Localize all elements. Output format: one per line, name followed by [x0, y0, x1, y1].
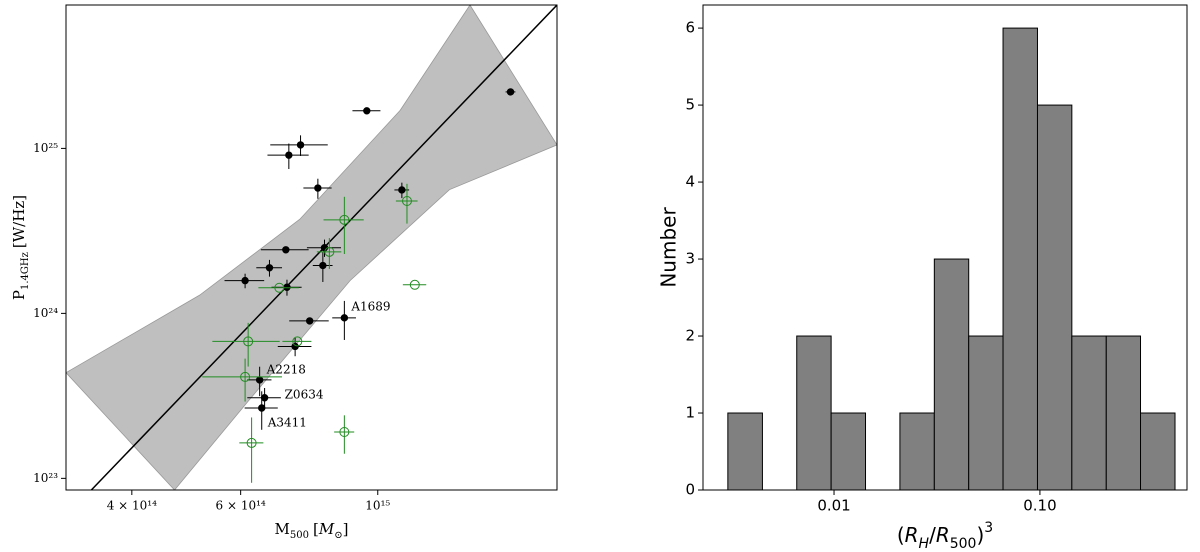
- x-label-part: /: [929, 523, 936, 547]
- bar: [1002, 27, 1038, 490]
- bar: [727, 412, 763, 490]
- y-tick-label: 10²³: [33, 471, 58, 485]
- y-tick-label: 10²⁵: [33, 141, 58, 155]
- point: [339, 214, 350, 225]
- x-tick-label: 4 × 10¹⁴: [107, 499, 157, 513]
- y-label-part: P: [10, 290, 28, 300]
- point: [292, 336, 303, 347]
- x-label-part: [: [313, 520, 319, 538]
- bar: [899, 412, 935, 490]
- axes-frame: [65, 4, 558, 491]
- point: [401, 195, 412, 206]
- point: [243, 336, 254, 347]
- point: [255, 376, 264, 384]
- point: [398, 186, 406, 194]
- x-label-part: ): [976, 523, 984, 547]
- x-label-part: M: [275, 520, 290, 538]
- point: [240, 371, 251, 382]
- bar: [1105, 335, 1142, 490]
- x-label-part: 500: [950, 536, 977, 552]
- annotation: A1689: [350, 299, 390, 313]
- x-axis-label: (RH/R500)3: [897, 520, 993, 552]
- y-tick-label: 2: [685, 327, 695, 345]
- point: [340, 314, 349, 322]
- plot-area: [66, 5, 557, 490]
- point: [363, 107, 371, 115]
- point: [296, 141, 305, 149]
- plot-area: [727, 27, 1176, 490]
- x-tick-label: 0.01: [817, 497, 850, 515]
- annotation: A2218: [266, 362, 306, 376]
- point: [246, 437, 257, 448]
- point: [258, 404, 266, 412]
- bar: [796, 335, 832, 490]
- point: [282, 246, 290, 254]
- bar: [1036, 104, 1073, 490]
- y-axis-label: P1.4GHz [W/Hz]: [10, 195, 31, 300]
- annotation: Z0634: [285, 387, 324, 401]
- y-tick-label: 10²⁴: [33, 306, 58, 320]
- x-label-part: ⊙: [334, 530, 342, 541]
- point: [324, 246, 335, 257]
- x-axis-label: M500 [M⊙]: [275, 520, 349, 541]
- y-label-part: [W/Hz]: [10, 195, 28, 248]
- y-tick-label: 4: [685, 173, 695, 191]
- x-label-part: (: [897, 523, 905, 547]
- x-tick-label: 0.10: [1023, 497, 1056, 515]
- x-label-part: 3: [984, 520, 993, 536]
- y-tick-label: 6: [685, 19, 695, 37]
- y-tick-label: 0: [685, 481, 695, 499]
- x-label-part: M: [318, 520, 335, 538]
- point: [506, 88, 515, 96]
- y-axis-label: Number: [657, 207, 681, 288]
- bar: [830, 412, 867, 490]
- x-label-part: 500: [290, 530, 309, 541]
- y-tick-label: 1: [685, 404, 695, 422]
- x-tick-label: 6 × 10¹⁴: [216, 499, 266, 513]
- x-label-part: R: [905, 523, 919, 547]
- scatter-panel: 4 × 10¹⁴ 6 × 10¹⁴ 10¹⁵ 10²³ 10²⁴ 10²⁵ A1689 A22…: [10, 4, 558, 541]
- bar: [1071, 335, 1107, 490]
- bar: [1140, 412, 1176, 490]
- point: [274, 282, 285, 293]
- point: [260, 394, 269, 402]
- annotation: A3411: [267, 415, 307, 429]
- x-tick-label: 10¹⁵: [365, 499, 390, 513]
- point: [305, 317, 314, 325]
- bar: [968, 335, 1004, 490]
- point: [265, 264, 274, 272]
- x-label-part: H: [919, 536, 930, 552]
- bar: [933, 258, 970, 490]
- point: [291, 342, 299, 351]
- point: [409, 279, 420, 290]
- axes-frame: [702, 4, 1188, 491]
- x-label-part: ]: [343, 520, 349, 538]
- point: [339, 426, 350, 437]
- x-label-part: R: [936, 523, 950, 547]
- point: [314, 184, 322, 192]
- y-label-part: 1.4GHz: [20, 252, 31, 290]
- y-tick-label: 3: [685, 250, 695, 268]
- point: [319, 261, 327, 270]
- point: [241, 276, 249, 285]
- y-tick-label: 5: [685, 96, 695, 114]
- point: [285, 151, 293, 159]
